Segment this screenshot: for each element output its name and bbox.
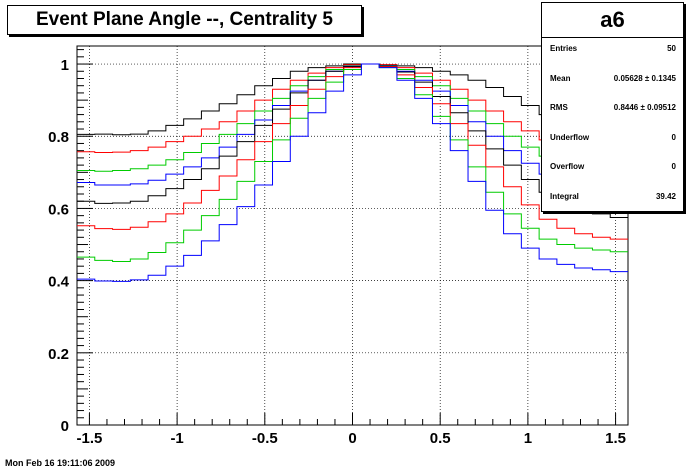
stats-row-rms: RMS 0.8446 ± 0.09512	[542, 97, 683, 127]
y-tick-label: 0.4	[48, 274, 70, 291]
stats-row-mean: Mean 0.05628 ± 0.1345	[542, 68, 683, 98]
y-tick-label: 0.8	[48, 129, 69, 146]
stats-row-entries: Entries 50	[542, 38, 683, 68]
x-tick-label: 0	[348, 430, 356, 447]
stats-row-integral: Integral 39.42	[542, 186, 683, 216]
x-tick-label: -0.5	[252, 430, 278, 447]
histogram-series-7	[77, 63, 628, 282]
y-tick-label: 0.2	[48, 346, 69, 363]
timestamp: Mon Feb 16 19:11:06 2009	[5, 458, 116, 468]
histogram-series-6	[77, 63, 628, 262]
y-tick-label: 1	[61, 57, 69, 74]
y-tick-label: 0	[61, 418, 69, 435]
histogram-series-0	[77, 63, 628, 136]
stats-key: Integral	[550, 191, 579, 201]
stats-value: 0.05628 ± 0.1345	[613, 73, 676, 83]
x-tick-label: -1	[170, 430, 183, 447]
x-tick-label: 1	[524, 430, 532, 447]
stats-row-overflow: Overflow 0	[542, 156, 683, 186]
stats-value: 39.42	[655, 191, 676, 201]
stats-box: a6 Entries 50 Mean 0.05628 ± 0.1345 RMS …	[541, 2, 684, 212]
stats-histogram-name: a6	[542, 3, 683, 38]
stats-value: 50	[667, 44, 676, 53]
stats-value: 0.8446 ± 0.09512	[613, 103, 676, 112]
x-tick-label: 1.5	[605, 430, 626, 447]
histogram-series-5	[77, 63, 628, 240]
stats-value: 0	[671, 132, 676, 142]
stats-key: Entries	[550, 44, 578, 53]
stats-key: Underflow	[550, 132, 590, 142]
stats-key: Overflow	[550, 162, 585, 171]
histogram-series-group	[77, 63, 628, 282]
stats-key: Mean	[550, 73, 571, 83]
x-tick-label: 0.5	[430, 430, 451, 447]
stats-key: RMS	[550, 103, 568, 112]
histogram-series-4	[77, 63, 628, 218]
chart-title: Event Plane Angle --, Centrality 5	[7, 5, 362, 35]
x-tick-label: -1.5	[76, 430, 102, 447]
stats-value: 0	[671, 162, 676, 171]
stats-row-underflow: Underflow 0	[542, 127, 683, 157]
grid-lines	[77, 46, 628, 426]
y-tick-label: 0.6	[48, 201, 69, 218]
axes: -1.5 -1 -0.5 0 0.5 1 1.5 0 0.2 0.4 0.6 0.8 1	[48, 49, 626, 447]
histogram-series-1	[77, 63, 628, 161]
